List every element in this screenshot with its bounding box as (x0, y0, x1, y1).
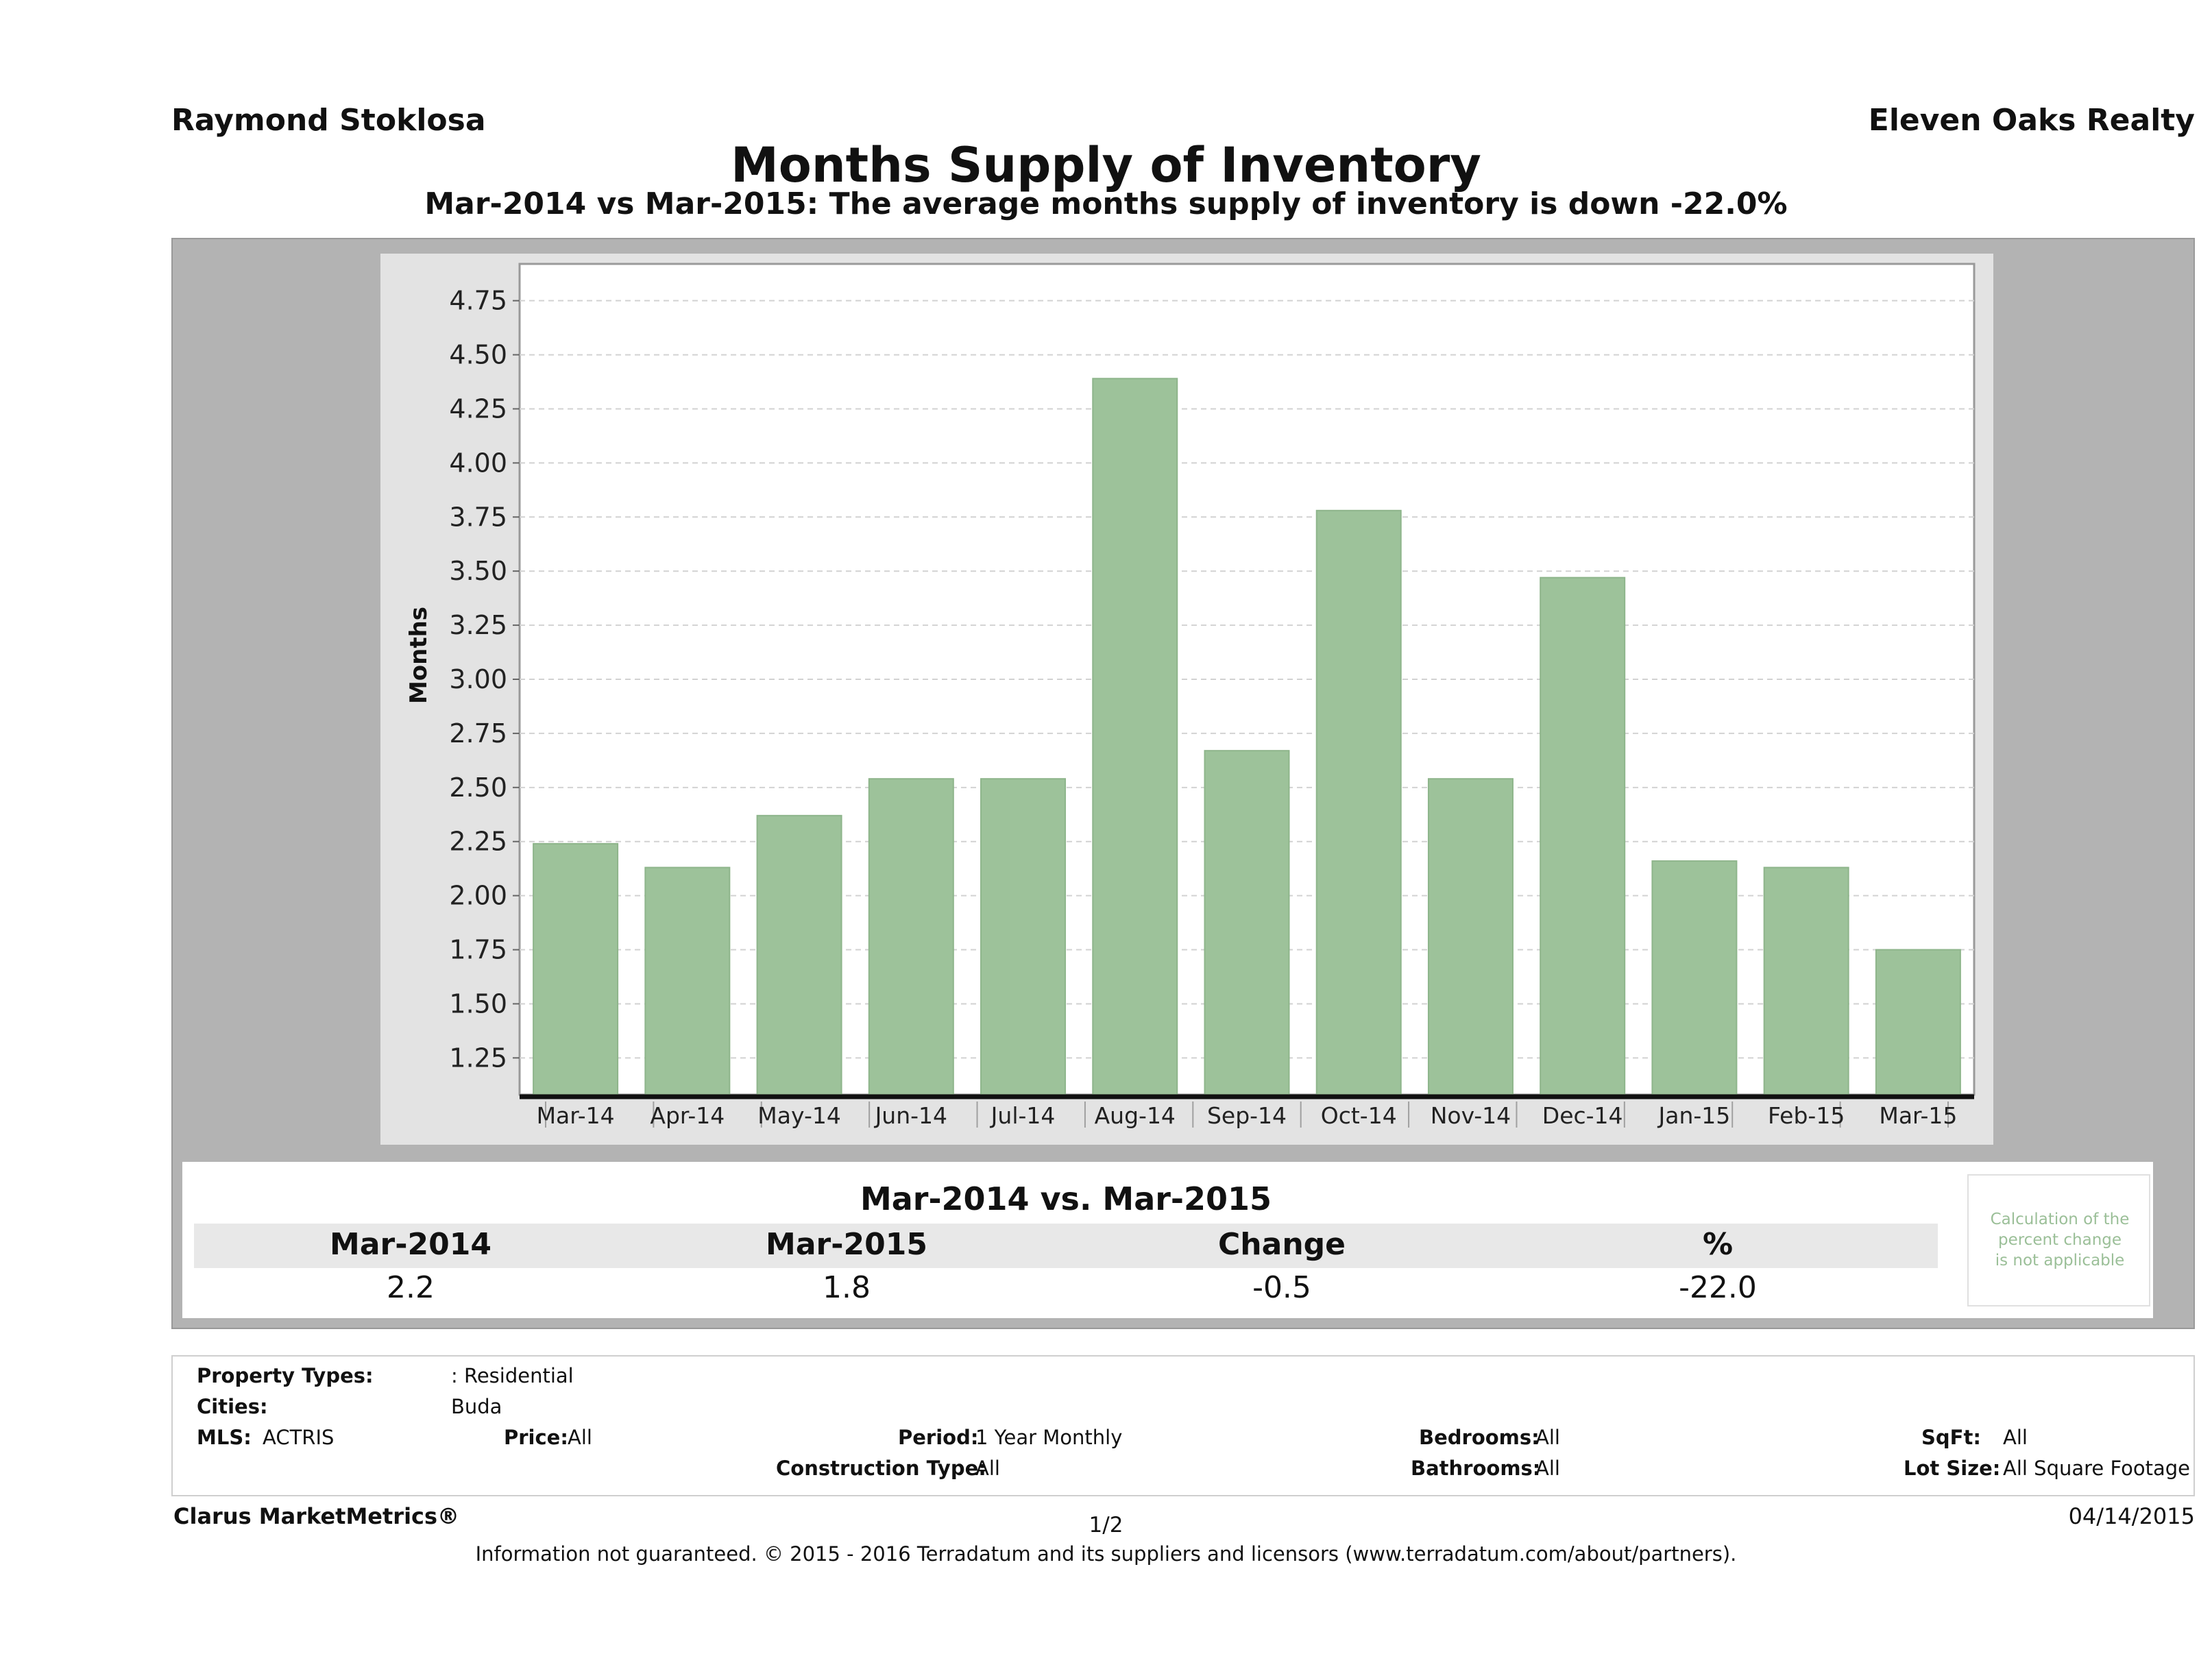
comparison-header-percent: % (1702, 1227, 1734, 1262)
y-tick-label: 4.75 (449, 286, 507, 316)
price-label: Price: (504, 1426, 568, 1449)
property-types-value: : Residential (451, 1364, 574, 1387)
note-line: percent change (1997, 1231, 2122, 1249)
y-tick-label: 2.75 (449, 718, 507, 749)
sqft-label: SqFt: (1921, 1426, 1981, 1449)
bar-mar-15 (1875, 949, 1961, 1095)
bathrooms-value: All (1535, 1457, 1560, 1480)
y-tick-label: 3.50 (449, 556, 507, 586)
y-tick-label: 4.00 (449, 448, 507, 478)
cities-value: Buda (451, 1395, 502, 1418)
bar-feb-15 (1763, 866, 1849, 1095)
construction-type-label: Construction Type: (776, 1457, 986, 1480)
x-tick-label: Mar-15 (1879, 1102, 1957, 1129)
footer-brand: Clarus MarketMetrics® (173, 1503, 460, 1529)
note-line: is not applicable (1995, 1252, 2125, 1269)
y-tick-label: 3.00 (449, 664, 507, 694)
construction-type-value: All (975, 1457, 1000, 1480)
bedrooms-value: All (1535, 1426, 1560, 1449)
bar-aug-14 (1092, 378, 1178, 1095)
x-tick-label: May-14 (757, 1102, 841, 1129)
period-label: Period: (898, 1426, 979, 1449)
x-tick-label: Dec-14 (1542, 1102, 1623, 1129)
comparison-value-change: -0.5 (1252, 1270, 1311, 1305)
comparison-value-percent: -22.0 (1679, 1270, 1757, 1305)
chart-area: 1.25 1.50 1.75 2.00 2.25 2.50 2.75 3.00 3.25 3.50… (380, 254, 1993, 1145)
x-tick-label: Apr-14 (650, 1102, 725, 1129)
mls-value: ACTRIS (263, 1426, 335, 1449)
comparison-value-mar-2015: 1.8 (823, 1270, 871, 1305)
bar-jan-15 (1651, 860, 1738, 1095)
comparison-header-row (194, 1224, 1938, 1268)
comparison-header-mar-2014: Mar-2014 (330, 1227, 491, 1262)
comparison-title: Mar-2014 vs. Mar-2015 (860, 1180, 1272, 1217)
comparison-title-row (194, 1174, 1938, 1224)
x-tick-label: Sep-14 (1207, 1102, 1287, 1129)
criteria-box (171, 1355, 2195, 1496)
x-tick-label: Oct-14 (1321, 1102, 1397, 1129)
bar-oct-14 (1315, 509, 1402, 1095)
comparison-header-change: Change (1218, 1227, 1346, 1262)
y-tick-label: 3.25 (449, 610, 507, 640)
x-tick-label: Jan-15 (1657, 1102, 1731, 1129)
report-title: Months Supply of Inventory (731, 137, 1481, 193)
x-tick-label: Aug-14 (1095, 1102, 1176, 1129)
bar-sep-14 (1204, 750, 1290, 1095)
mls-label: MLS: (197, 1426, 252, 1449)
bar-jul-14 (980, 778, 1067, 1095)
bar-dec-14 (1540, 576, 1626, 1095)
report-date: 04/14/2015 (2068, 1503, 2195, 1529)
bar-may-14 (756, 814, 842, 1095)
y-axis-title: Months (405, 607, 433, 704)
note-box (1967, 1174, 2150, 1306)
lot-size-label: Lot Size: (1904, 1457, 2001, 1480)
y-tick-label: 2.50 (449, 773, 507, 803)
cities-label: Cities: (197, 1395, 268, 1418)
report-subtitle: Mar-2014 vs Mar-2015: The average months… (424, 186, 1788, 221)
company-name: Eleven Oaks Realty (1868, 103, 2195, 138)
comparison-value-row (194, 1268, 1938, 1308)
comparison-header-mar-2015: Mar-2015 (766, 1227, 927, 1262)
price-value: All (568, 1426, 592, 1449)
period-value: 1 Year Monthly (975, 1426, 1123, 1449)
comparison-value-mar-2014: 2.2 (387, 1270, 435, 1305)
y-tick-label: 2.25 (449, 827, 507, 857)
sqft-value: All (2003, 1426, 2028, 1449)
y-tick-label: 2.00 (449, 881, 507, 911)
x-tick-label: Mar-14 (537, 1102, 615, 1129)
note-line: Calculation of the (1990, 1211, 2130, 1228)
y-tick-label: 1.25 (449, 1043, 507, 1073)
percent-change-note: Calculation of the percent change is not… (1974, 1209, 2146, 1271)
x-tick-label: Nov-14 (1431, 1102, 1511, 1129)
bar-nov-14 (1427, 778, 1514, 1095)
bedrooms-label: Bedrooms: (1419, 1426, 1540, 1449)
x-tick-label: Jul-14 (990, 1102, 1056, 1129)
y-tick-label: 1.75 (449, 935, 507, 965)
bar-chart: 1.25 1.50 1.75 2.00 2.25 2.50 2.75 3.00 3.25 3.50… (405, 263, 1976, 1129)
page-number: 1/2 (1089, 1513, 1123, 1537)
bar-mar-14 (533, 842, 619, 1095)
y-tick-label: 1.50 (449, 988, 507, 1019)
agent-name: Raymond Stoklosa (171, 103, 486, 138)
y-tick-label: 3.75 (449, 502, 507, 532)
lot-size-value: All Square Footage (2003, 1457, 2191, 1480)
bar-apr-14 (644, 866, 731, 1095)
y-tick-label: 4.25 (449, 393, 507, 424)
bar-jun-14 (868, 778, 954, 1095)
bathrooms-label: Bathrooms: (1411, 1457, 1541, 1480)
disclaimer: Information not guaranteed. © 2015 - 201… (475, 1542, 1737, 1566)
y-tick-label: 4.50 (449, 340, 507, 370)
property-types-label: Property Types: (197, 1364, 374, 1387)
x-tick-label: Feb-15 (1768, 1102, 1845, 1129)
x-tick-label: Jun-14 (874, 1102, 947, 1129)
